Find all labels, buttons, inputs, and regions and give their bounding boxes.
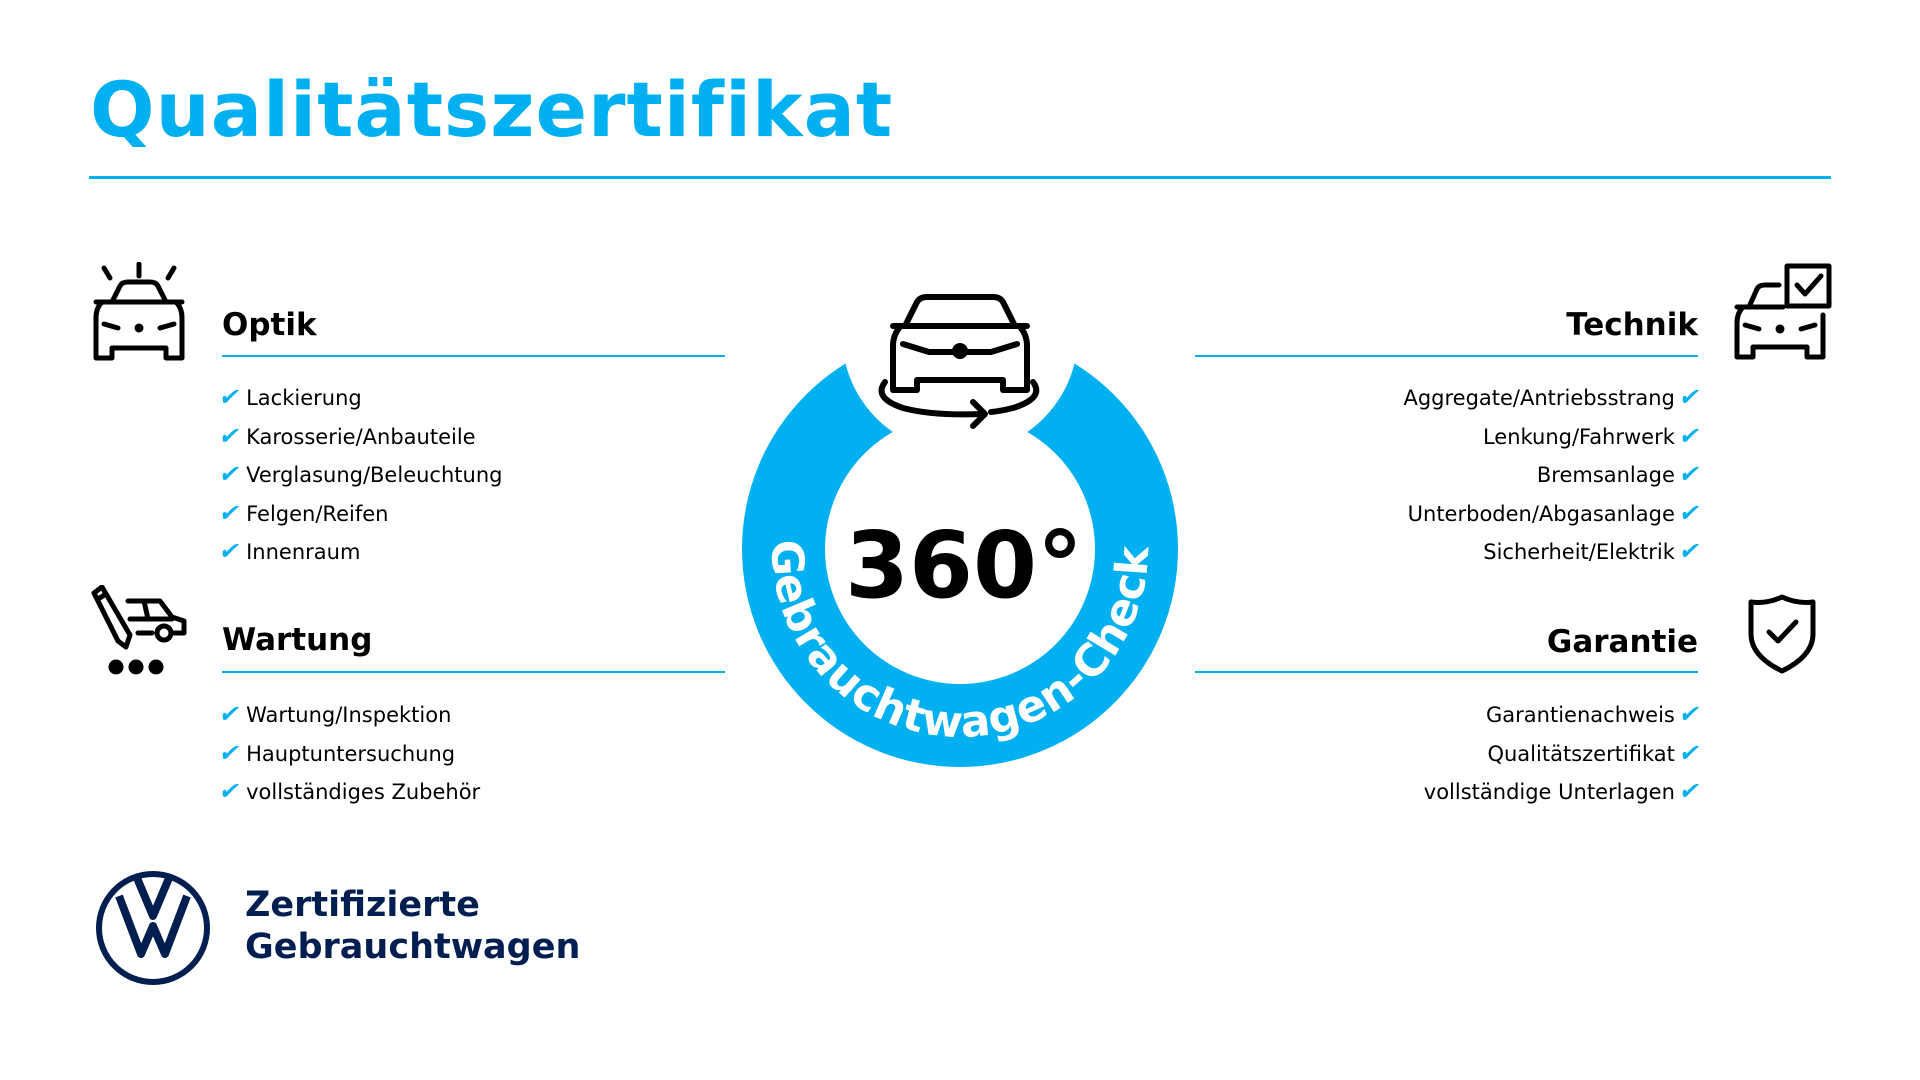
brand-line-1: Zertifizierte [245,885,480,925]
garantie-list: Garantienachweis✔ Qualitätszertifikat✔ v… [1424,695,1703,811]
brand-line-2: Gebrauchtwagen [245,927,581,967]
optik-divider [222,355,725,357]
list-item: Bremsanlage✔ [1403,455,1703,494]
garantie-divider [1195,671,1698,673]
list-item: ✔ Karosserie/Anbauteile [217,417,502,456]
title-divider [89,176,1831,179]
car-wrench-icon [90,585,190,675]
list-item: ✔ Lackierung [217,378,502,417]
technik-list: Aggregate/Antriebsstrang✔ Lenkung/Fahrwe… [1403,378,1703,571]
list-item: Aggregate/Antriebsstrang✔ [1403,378,1703,417]
list-item: ✔ Verglasung/Beleuchtung [217,455,502,494]
section-heading-wartung: Wartung [222,622,373,658]
technik-divider [1195,355,1698,357]
shield-check-icon [1747,594,1817,674]
section-heading-technik: Technik [1566,307,1698,343]
list-item: ✔ Innenraum [217,532,502,571]
list-item: Lenkung/Fahrwerk✔ [1403,417,1703,456]
car-lights-icon [90,262,188,362]
list-item: ✔ Felgen/Reifen [217,494,502,533]
wartung-list: ✔ Wartung/Inspektion ✔ Hauptuntersuchung ✔… [217,695,480,811]
list-item: Sicherheit/Elektrik✔ [1403,532,1703,571]
car-checkbox-icon [1733,263,1833,361]
list-item: Qualitätszertifikat✔ [1424,734,1703,773]
list-item: vollständige Unterlagen✔ [1424,772,1703,811]
badge-ring [742,331,1178,767]
list-item: ✔ Hauptuntersuchung [217,734,480,773]
section-heading-garantie: Garantie [1546,624,1698,660]
list-item: Garantienachweis✔ [1424,695,1703,734]
section-heading-optik: Optik [222,307,317,343]
list-item: ✔ Wartung/Inspektion [217,695,480,734]
page-title: Qualitätszertifikat [90,65,894,154]
optik-list: ✔ Lackierung ✔ Karosserie/Anbauteile ✔ Verg… [217,378,502,571]
badge-number: 360° [845,512,1083,619]
vw-logo [95,870,211,990]
list-item: ✔ vollständiges Zubehör [217,772,480,811]
wartung-divider [222,671,725,673]
list-item: Unterboden/Abgasanlage✔ [1403,494,1703,533]
brand-text: Zertifizierte Gebrauchtwagen [245,884,580,968]
car-rotate-icon [878,294,1040,429]
